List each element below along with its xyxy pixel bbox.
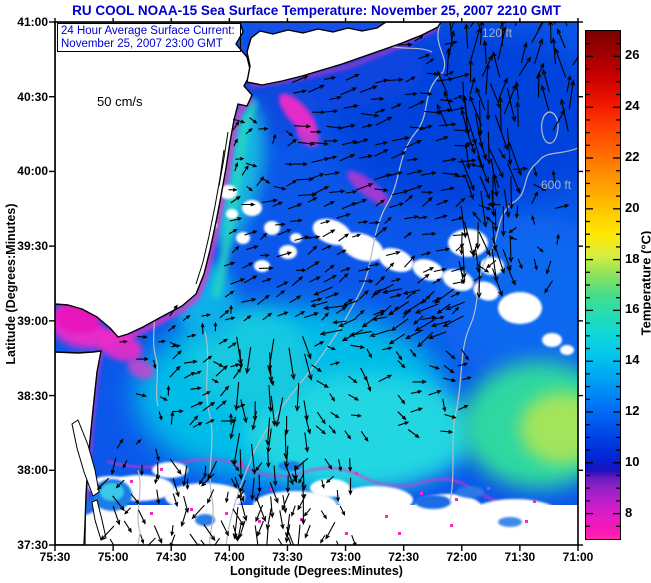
plot-frame [54,21,579,546]
x-tick-label: 71:30 [504,550,536,564]
y-tick-label: 39:30 [17,239,48,254]
current-legend-box: 24 Hour Average Surface Current: Novembe… [57,23,241,52]
colorbar-tick-label: 14 [625,352,640,368]
x-tick-label: 71:00 [562,550,594,564]
figure-title: RU COOL NOAA-15 Sea Surface Temperature:… [72,3,561,18]
colorbar-tick-label: 22 [625,149,640,164]
depth-contour-label-120ft: 120 ft [482,26,513,40]
colorbar-tick-label: 16 [625,301,640,317]
x-tick-label: 74:30 [155,550,187,564]
temperature-colorbar [585,30,621,540]
x-tick-label: 72:00 [446,550,478,564]
y-tick-label: 38:00 [17,463,48,478]
y-tick-label: 37:30 [17,538,48,552]
colorbar-tick-label: 8 [625,504,633,520]
colorbar-tick-label: 12 [625,403,640,418]
y-tick-label: 40:30 [17,89,48,104]
colorbar-tick-label: 20 [625,199,640,215]
current-legend-line2: November 25, 2007 23:00 GMT [61,37,223,50]
y-tick-label: 40:00 [17,164,48,179]
current-scale-label: 50 cm/s [97,94,143,109]
colorbar-title: Temperature (°C) [638,230,651,336]
depth-contour-label-600ft: 600 ft [541,178,572,192]
x-tick-label: 75:30 [39,550,71,564]
y-tick-label: 38:30 [17,388,48,403]
x-tick-label: 72:30 [388,550,419,564]
colorbar-tick-label: 18 [625,250,640,266]
current-legend-line1: 24 Hour Average Surface Current: [61,25,235,37]
colorbar-tick-label: 24 [625,98,640,114]
x-tick-label: 75:00 [97,550,129,564]
colorbar-tick-label: 10 [625,453,640,469]
x-tick-label: 73:00 [330,550,361,564]
colorbar-tick-label: 26 [625,47,640,63]
y-tick-label: 41:00 [17,15,48,29]
x-axis-label: Longitude (Degrees:Minutes) [230,564,403,578]
y-axis-label: Latitude (Degrees:Minutes) [4,203,18,365]
x-tick-label: 74:00 [213,550,245,564]
x-tick-label: 73:30 [272,550,303,564]
y-tick-label: 39:00 [17,313,48,328]
colorbar-ticks [586,43,620,527]
axis-tick-marks [49,18,583,551]
current-vectors [96,22,578,545]
